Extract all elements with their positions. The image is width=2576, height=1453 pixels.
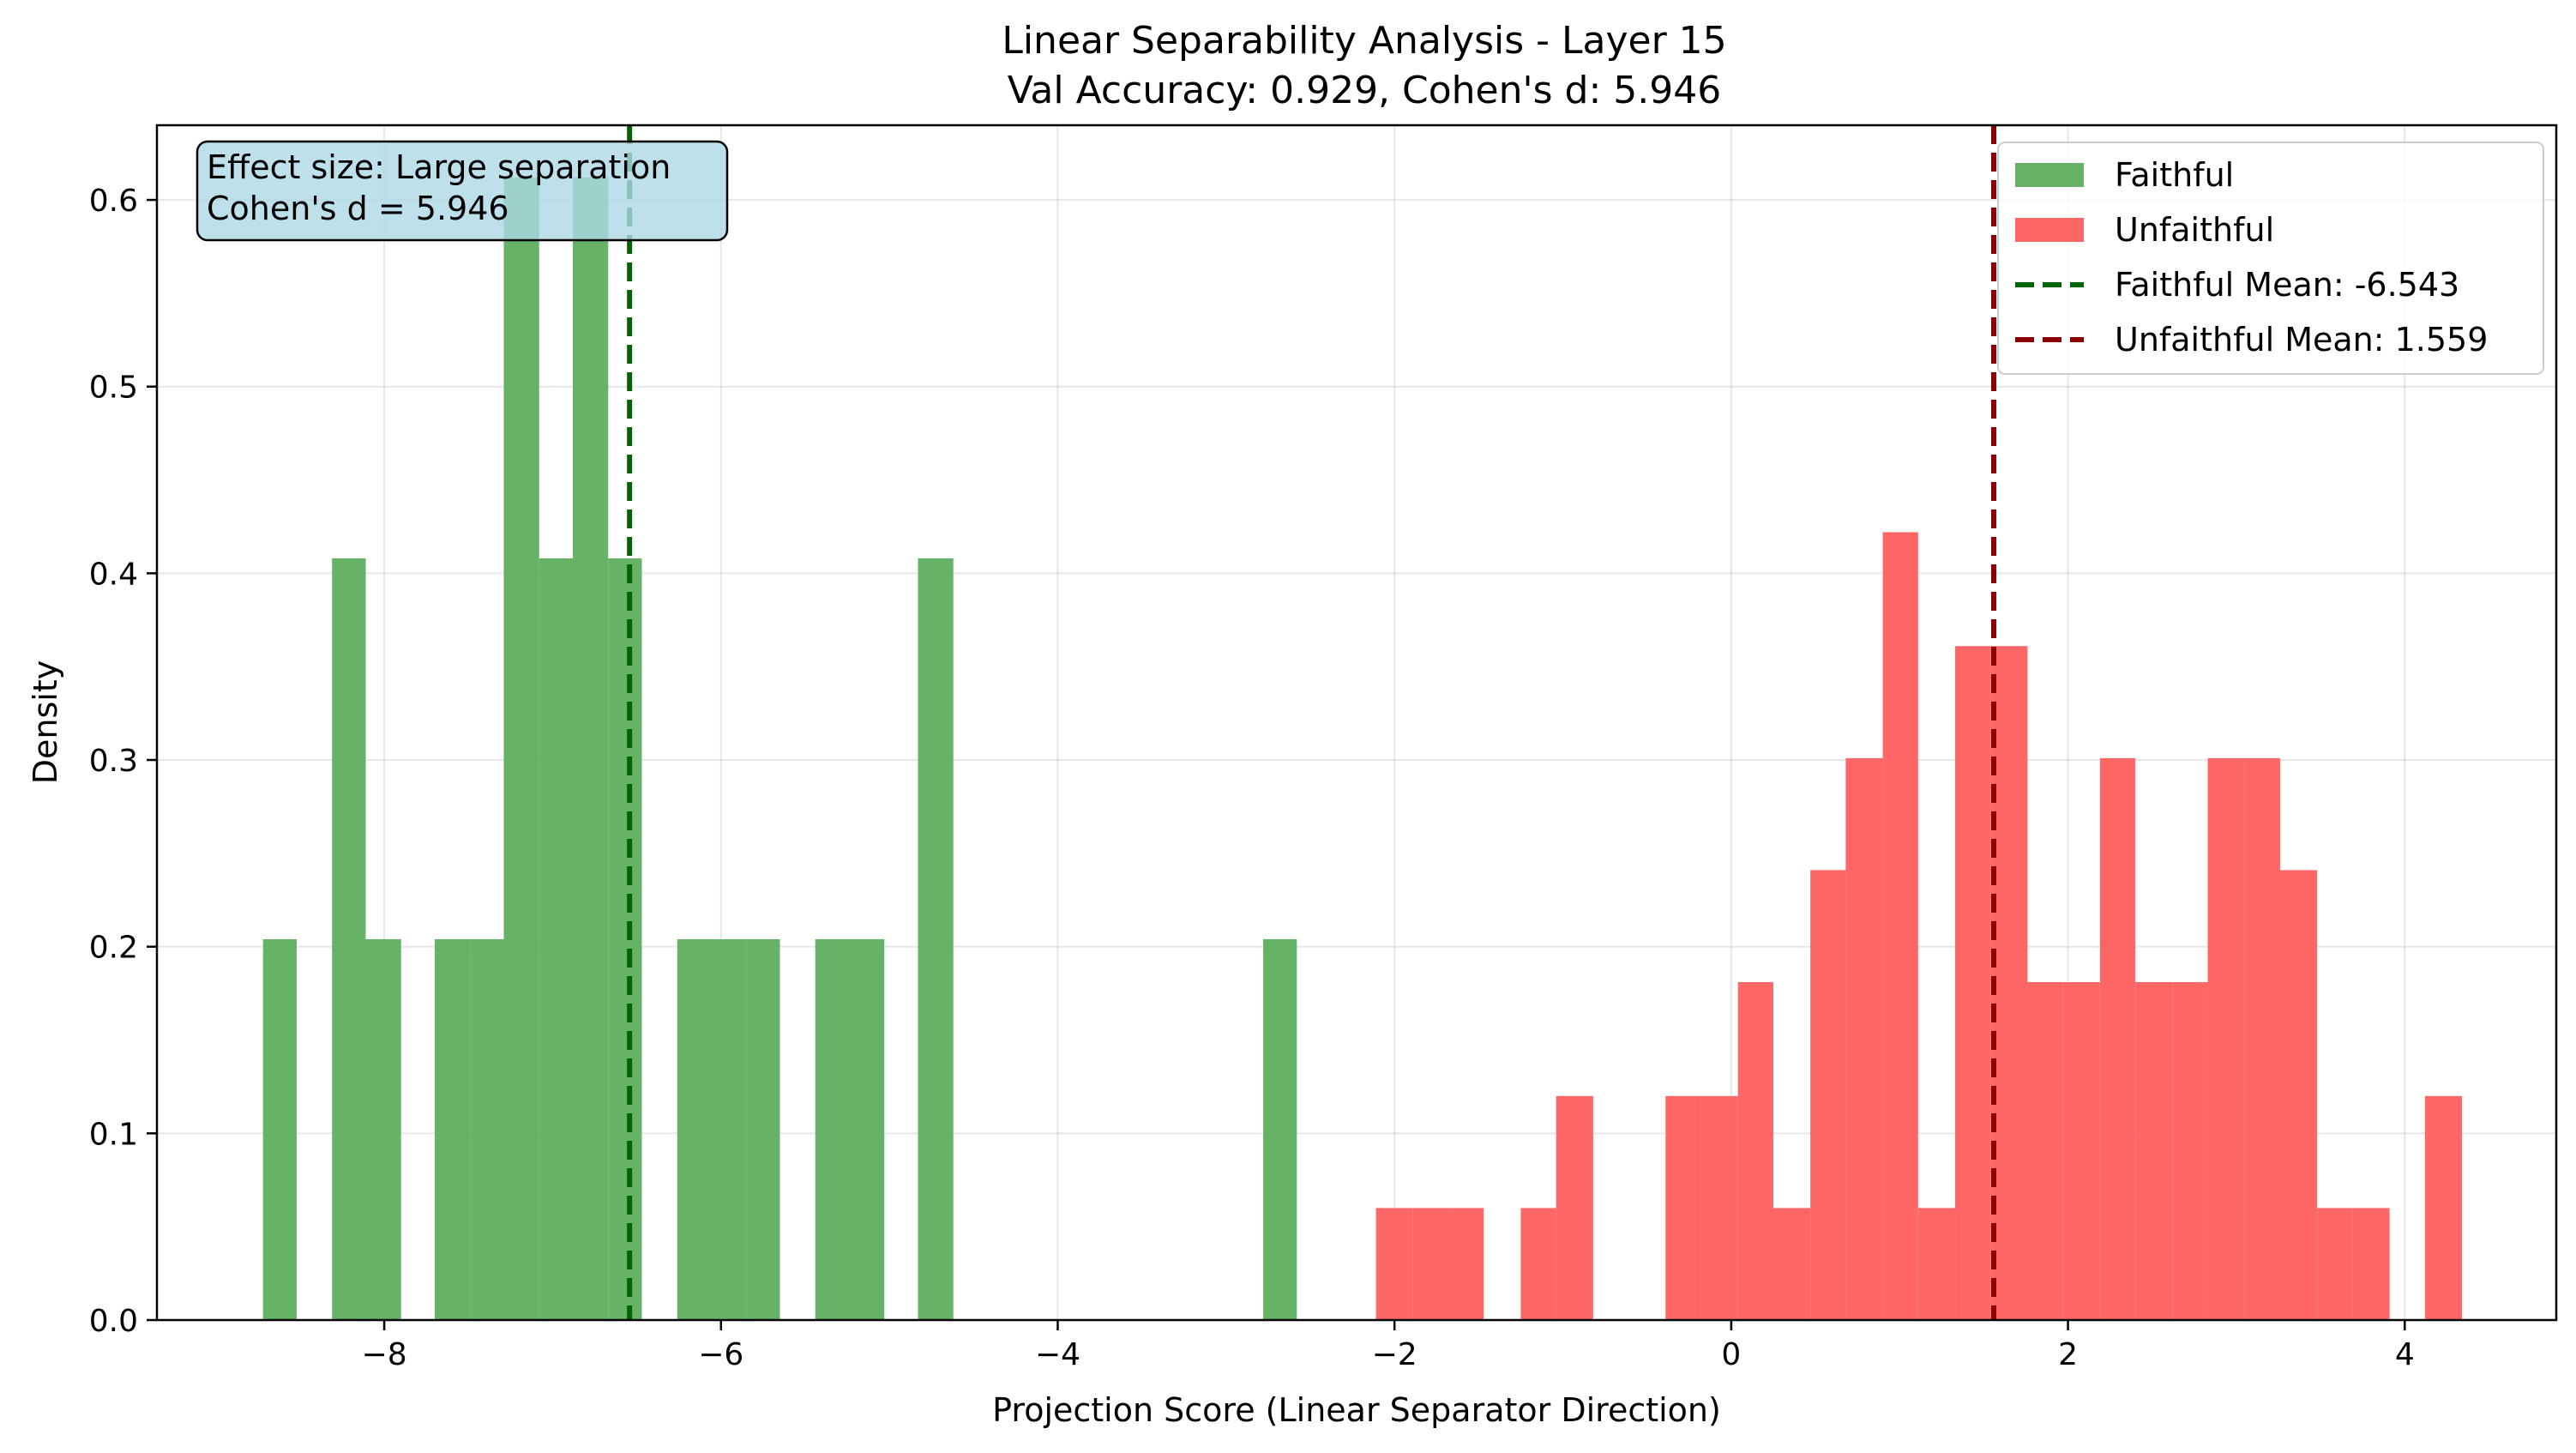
legend-label-faithful-mean: Faithful Mean: -6.543: [2115, 266, 2459, 304]
bar-unfaithful: [2207, 757, 2245, 1320]
plot-frame: [155, 124, 2558, 1322]
annotation-background: [196, 140, 729, 242]
bar-faithful: [539, 558, 573, 1320]
chart-title-line2: Val Accuracy: 0.929, Cohen's d: 5.946: [1008, 69, 1721, 112]
legend: Faithful Unfaithful Faithful Mean: -6.54…: [1997, 142, 2544, 375]
bar-unfaithful: [2135, 982, 2173, 1320]
bar-unfaithful: [1737, 982, 1773, 1320]
bar-faithful: [918, 558, 954, 1320]
bar-unfaithful: [2027, 982, 2063, 1320]
legend-swatch-faithful: [2015, 163, 2084, 187]
bar-faithful: [677, 938, 711, 1320]
bar-unfaithful: [2352, 1208, 2390, 1320]
annotation-line2: Cohen's d = 5.946: [207, 190, 509, 227]
bar-faithful: [332, 558, 366, 1320]
x-tick-label: −4: [1035, 1337, 1080, 1372]
bar-faithful: [608, 558, 642, 1320]
x-tick-label: −2: [1372, 1337, 1417, 1372]
bar-unfaithful: [1520, 1208, 1556, 1320]
bar-unfaithful: [1700, 1095, 1738, 1320]
bar-unfaithful: [1412, 1208, 1449, 1320]
bar-unfaithful: [2172, 982, 2208, 1320]
x-tick-label: 2: [2058, 1337, 2078, 1372]
bar-faithful: [1263, 938, 1297, 1320]
y-tick-label: 0.4: [89, 557, 138, 592]
bar-faithful: [746, 938, 780, 1320]
bar-unfaithful: [2279, 870, 2318, 1320]
bar-faithful: [849, 938, 885, 1320]
bar-unfaithful: [1845, 757, 1883, 1320]
bar-unfaithful: [2317, 1208, 2353, 1320]
bar-faithful: [710, 938, 747, 1320]
y-tick-label: 0.1: [89, 1117, 138, 1152]
legend-swatch-unfaithful: [2015, 218, 2084, 242]
legend-frame: [1997, 142, 2544, 375]
bar-unfaithful: [1773, 1208, 1811, 1320]
bar-unfaithful: [1810, 870, 1846, 1320]
bar-faithful: [365, 938, 401, 1320]
legend-label-unfaithful: Unfaithful: [2115, 211, 2274, 249]
bar-unfaithful: [2099, 757, 2136, 1320]
x-tick-label: 0: [1721, 1337, 1741, 1372]
legend-label-unfaithful-mean: Unfaithful Mean: 1.559: [2115, 321, 2488, 359]
chart-title-line1: Linear Separability Analysis - Layer 15: [1002, 19, 1726, 63]
y-tick-label: 0.5: [89, 371, 138, 406]
y-tick-label: 0.2: [89, 931, 138, 966]
annotation-line1: Effect size: Large separation: [207, 148, 671, 186]
x-tick-label: −8: [362, 1337, 407, 1372]
bar-unfaithful: [1375, 1208, 1413, 1320]
bar-faithful: [470, 938, 504, 1320]
x-tick-label: −6: [698, 1337, 743, 1372]
bar-unfaithful: [1448, 1208, 1484, 1320]
legend-label-faithful: Faithful: [2115, 156, 2234, 194]
bar-unfaithful: [1917, 1208, 1956, 1320]
mean-lines: [627, 125, 1996, 1320]
bar-unfaithful: [2424, 1095, 2463, 1320]
bar-unfaithful: [2244, 757, 2280, 1320]
histogram-bars: [262, 177, 2463, 1321]
bar-faithful: [572, 177, 609, 1321]
bar-unfaithful: [1665, 1095, 1701, 1320]
axis-ticks: −8 −6 −4 −2 0 2 4 0.0 0.1 0.2 0.3 0.4 0.5 0.6: [89, 184, 2415, 1372]
bar-faithful: [815, 938, 850, 1320]
y-tick-label: 0.6: [89, 184, 138, 219]
bar-faithful: [262, 938, 297, 1320]
bar-unfaithful: [1882, 532, 1918, 1320]
bar-faithful: [434, 938, 471, 1320]
annotation-box: Effect size: Large separation Cohen's d …: [196, 140, 729, 242]
y-tick-label: 0.0: [89, 1304, 138, 1339]
y-tick-label: 0.3: [89, 744, 138, 779]
bar-unfaithful: [2062, 982, 2100, 1320]
y-axis-label: Density: [27, 660, 64, 784]
x-axis-label: Projection Score (Linear Separator Direc…: [992, 1391, 1721, 1429]
bar-unfaithful: [1990, 646, 2028, 1320]
bar-unfaithful: [1556, 1095, 1593, 1320]
bar-faithful: [503, 177, 539, 1321]
x-tick-label: 4: [2395, 1337, 2415, 1372]
bar-unfaithful: [1955, 646, 1991, 1320]
